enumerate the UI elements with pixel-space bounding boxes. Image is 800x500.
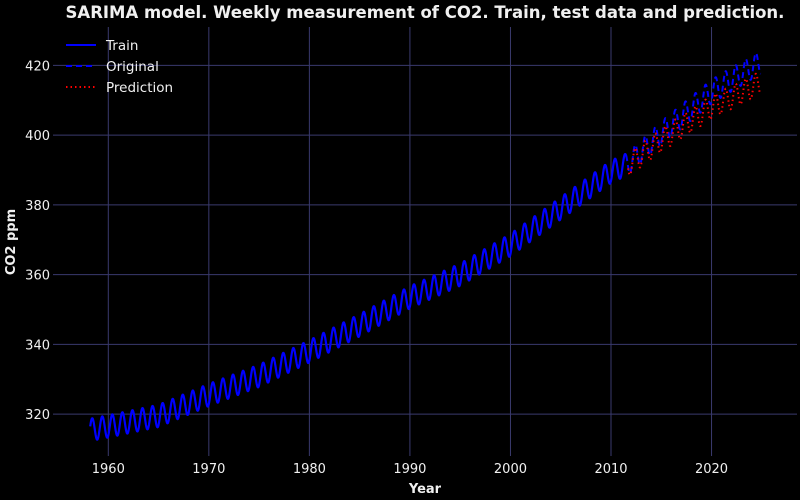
x-tick-label-2010: 2010 — [594, 462, 627, 477]
legend: Train Original Prediction — [66, 38, 173, 96]
y-tick-label-400: 400 — [25, 129, 50, 144]
y-axis-label: CO2 ppm — [4, 209, 19, 275]
series-line-original — [625, 52, 762, 175]
x-tick-label-1990: 1990 — [393, 462, 426, 477]
x-tick-label-2020: 2020 — [695, 462, 728, 477]
legend-original-label: Original — [106, 59, 159, 75]
legend-train-label: Train — [105, 38, 138, 54]
series-line-train — [89, 152, 628, 441]
plot-area — [89, 52, 762, 441]
y-tick-label-420: 420 — [25, 59, 50, 74]
x-tick-label-1960: 1960 — [92, 462, 125, 477]
y-tick-label-360: 360 — [25, 269, 50, 284]
x-tick-label-1970: 1970 — [192, 462, 225, 477]
legend-prediction-label: Prediction — [106, 80, 173, 96]
y-tick-label-340: 340 — [25, 338, 50, 353]
x-tick-label-1980: 1980 — [293, 462, 326, 477]
chart-title: SARIMA model. Weekly measurement of CO2.… — [66, 3, 785, 22]
tick-labels: 1960 1970 1980 1990 2000 2010 2020 320 340 360 380… — [25, 59, 728, 477]
x-axis-label: Year — [408, 482, 442, 497]
y-tick-label-320: 320 — [25, 408, 50, 423]
y-tick-label-380: 380 — [25, 199, 50, 214]
x-tick-label-2000: 2000 — [494, 462, 527, 477]
